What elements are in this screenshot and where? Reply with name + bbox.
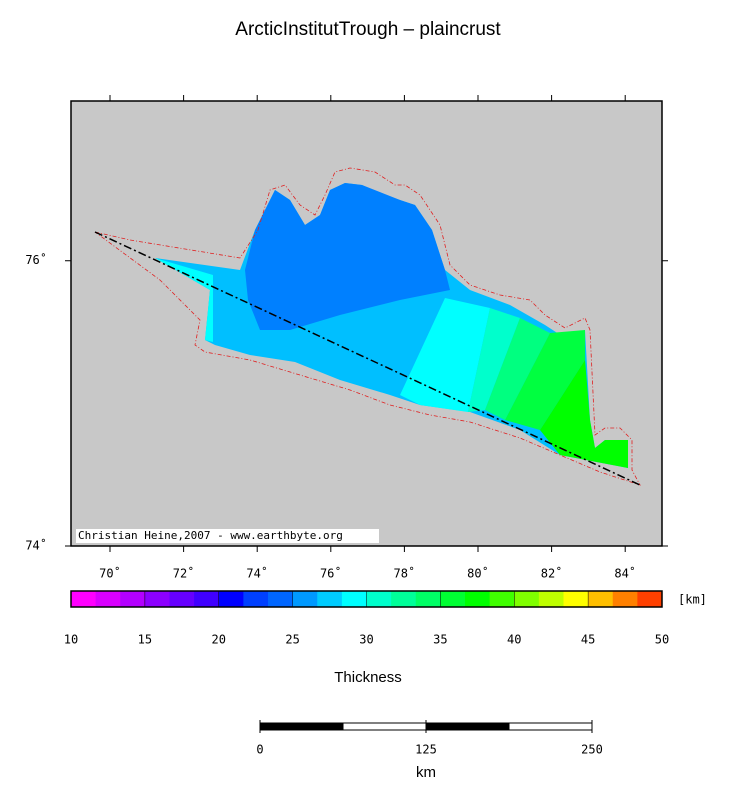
color-swatch xyxy=(588,591,614,607)
scale-label: 250 xyxy=(581,743,603,757)
color-swatch xyxy=(317,591,343,607)
color-swatch xyxy=(563,591,589,607)
color-swatch xyxy=(440,591,466,607)
color-swatch xyxy=(612,591,638,607)
colorbar-tick-label: 40 xyxy=(507,633,521,647)
lat-label: 74˚ xyxy=(25,538,47,553)
scale-segment xyxy=(259,722,344,731)
scale-segment xyxy=(508,722,593,731)
color-swatch xyxy=(391,591,417,607)
lon-label: 72˚ xyxy=(173,566,195,581)
colorbar-tick-label: 30 xyxy=(359,633,373,647)
region xyxy=(155,258,213,342)
credit: Christian Heine,2007 - www.earthbyte.org xyxy=(78,529,343,542)
color-swatch xyxy=(415,591,441,607)
lat-label: 76˚ xyxy=(25,252,47,267)
color-swatch xyxy=(465,591,491,607)
color-swatch xyxy=(514,591,540,607)
color-swatch xyxy=(120,591,146,607)
scale-unit: km xyxy=(416,764,436,781)
lon-label: 74˚ xyxy=(246,566,268,581)
lon-label: 76˚ xyxy=(320,566,342,581)
region xyxy=(468,308,520,412)
colorbar-tick-label: 20 xyxy=(212,633,226,647)
color-swatch xyxy=(268,591,294,607)
region xyxy=(505,330,585,430)
lon-label: 84˚ xyxy=(614,566,636,581)
color-swatch xyxy=(366,591,392,607)
colorbar-unit: [km] xyxy=(678,593,707,607)
colorbar-tick-label: 25 xyxy=(285,633,299,647)
colorbar-tick-label: 15 xyxy=(138,633,152,647)
region xyxy=(485,318,550,420)
region xyxy=(245,183,450,330)
profile-line xyxy=(94,231,641,486)
color-swatch xyxy=(637,591,663,607)
color-swatch xyxy=(489,591,515,607)
lon-label: 80˚ xyxy=(467,566,489,581)
colorbar-tick-label: 50 xyxy=(655,633,669,647)
thickness-grid xyxy=(155,183,628,468)
color-swatch xyxy=(292,591,318,607)
color-swatch xyxy=(71,591,97,607)
lon-label: 70˚ xyxy=(99,566,121,581)
credit-box xyxy=(76,529,379,543)
colorbar-tick-label: 35 xyxy=(433,633,447,647)
region xyxy=(400,298,490,412)
scale-label: 125 xyxy=(415,743,437,757)
scale-label: 0 xyxy=(256,743,263,757)
color-swatch xyxy=(194,591,220,607)
color-swatch xyxy=(538,591,564,607)
lon-label: 78˚ xyxy=(394,566,416,581)
scale-segment xyxy=(342,722,427,731)
scale-segment xyxy=(425,722,510,731)
outline xyxy=(94,167,641,486)
color-swatch xyxy=(144,591,170,607)
lon-label: 82˚ xyxy=(541,566,563,581)
title: ArcticInstitutTrough – plaincrust xyxy=(235,19,501,40)
color-swatch xyxy=(218,591,244,607)
colorbar-tick-label: 45 xyxy=(581,633,595,647)
colorbar-label: Thickness xyxy=(334,669,402,686)
color-swatch xyxy=(243,591,269,607)
region xyxy=(540,360,628,468)
color-swatch xyxy=(95,591,121,607)
color-swatch xyxy=(169,591,195,607)
colorbar-tick-label: 10 xyxy=(64,633,78,647)
color-swatch xyxy=(341,591,367,607)
